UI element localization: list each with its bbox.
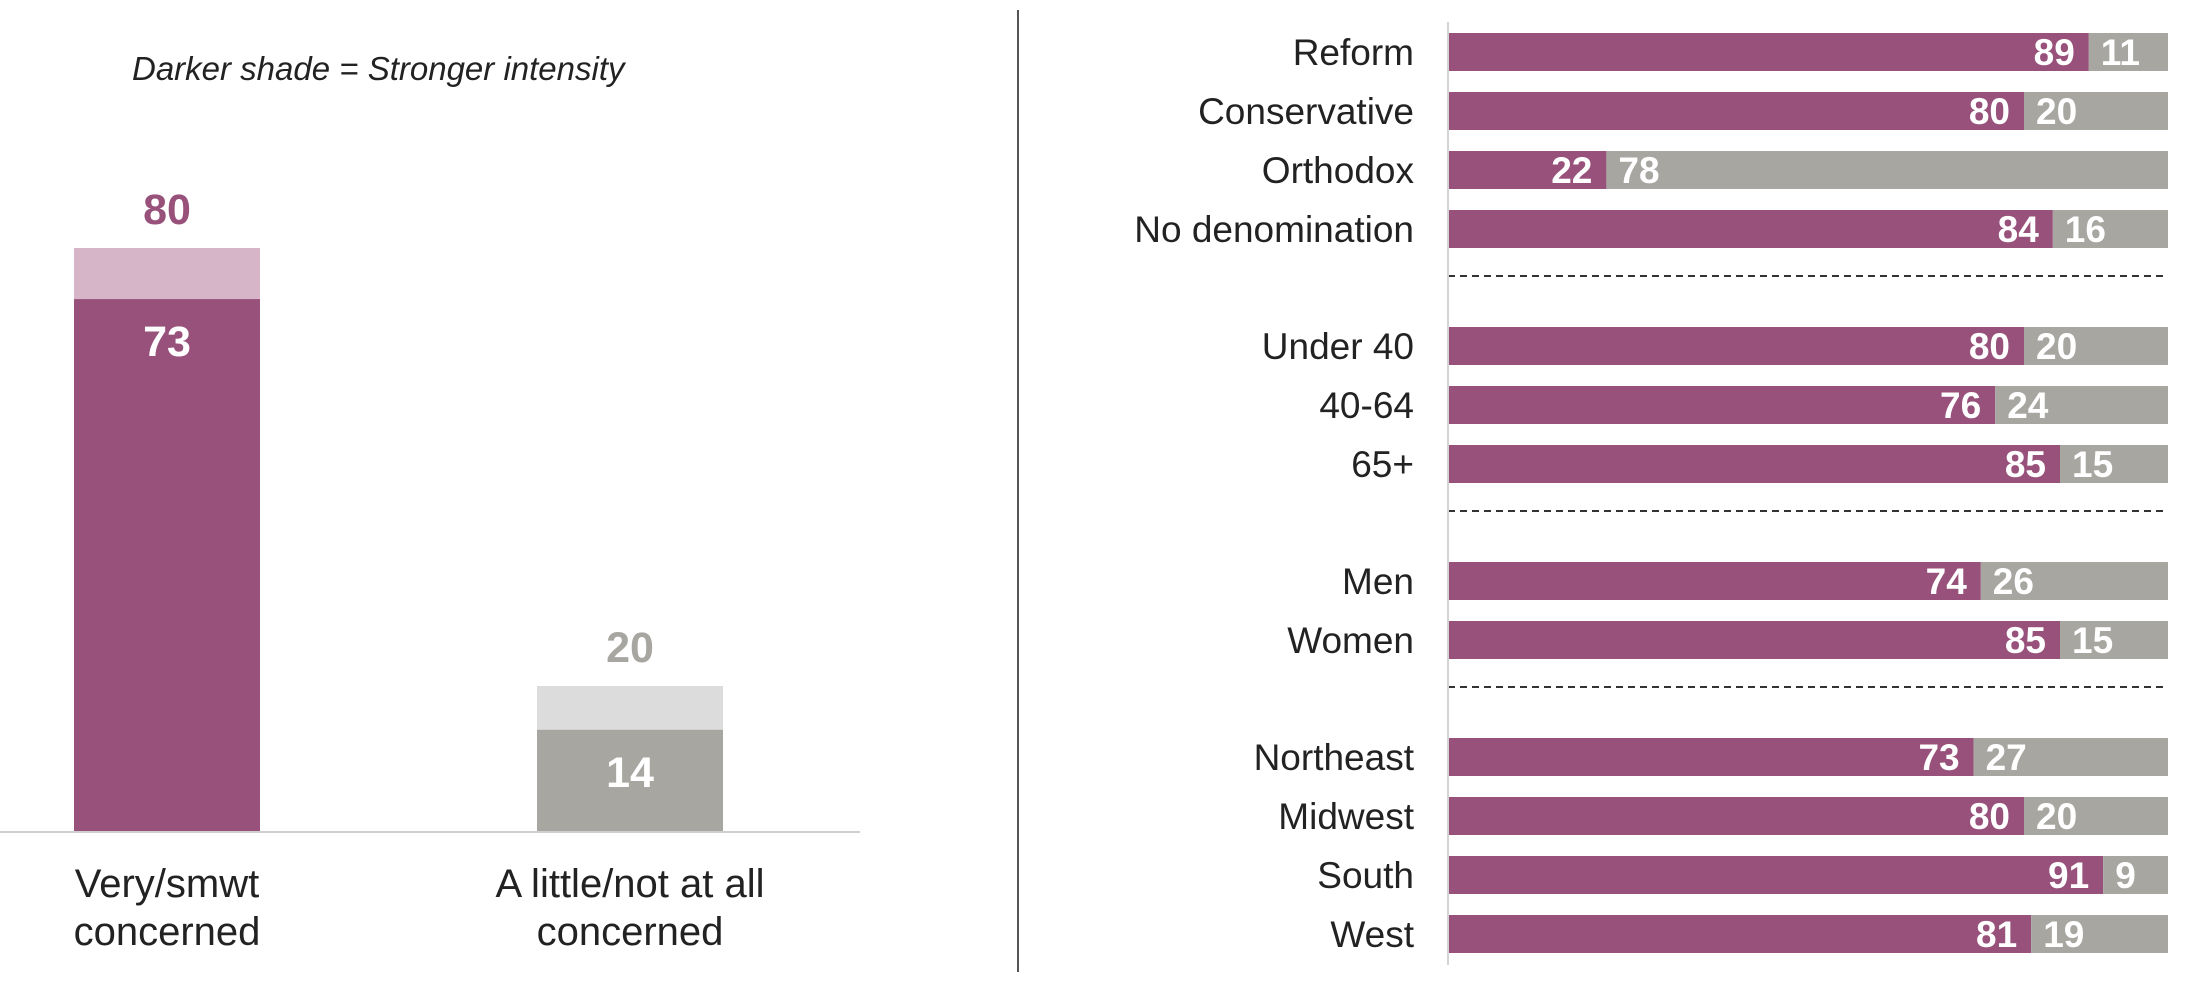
bar-segment-concerned <box>1448 797 2024 835</box>
row-label: Under 40 <box>1262 326 1414 367</box>
intensity-note: Darker shade = Stronger intensity <box>132 50 627 87</box>
bar-segment-concerned <box>1448 33 2089 71</box>
bar-segment-concerned <box>1448 856 2104 894</box>
bar-segment-not-concerned <box>2024 327 2168 365</box>
value-label-concerned: 80 <box>1969 91 2010 132</box>
bar-segment-concerned <box>1448 151 1607 189</box>
bar-segment-concerned <box>1448 210 2053 248</box>
bar-segment-concerned <box>1448 562 1981 600</box>
category-label-0: concerned <box>74 910 261 954</box>
value-label-not-concerned: 27 <box>1986 737 2027 778</box>
value-label-not-concerned: 20 <box>2036 91 2077 132</box>
value-label-not-concerned: 11 <box>2101 32 2140 73</box>
value-label-concerned: 85 <box>2005 620 2046 661</box>
value-label-concerned: 80 <box>1969 326 2010 367</box>
bar-segment-not-concerned <box>1980 562 2168 600</box>
value-label-not-concerned: 15 <box>2072 444 2113 485</box>
bar-segment-not-concerned <box>2052 210 2168 248</box>
value-label-concerned: 74 <box>1926 561 1968 602</box>
bar-segment-concerned <box>1448 738 1974 776</box>
row-label: West <box>1330 914 1414 955</box>
value-label-not-concerned: 24 <box>2007 385 2049 426</box>
bar-segment-concerned <box>1448 445 2060 483</box>
strong-label-0: 73 <box>143 318 191 366</box>
value-label-concerned: 91 <box>2048 855 2089 896</box>
strong-label-1: 14 <box>606 749 654 797</box>
bar-segment-concerned <box>1448 386 1996 424</box>
value-label-concerned: 84 <box>1998 209 2040 250</box>
bar-segment-not-concerned <box>2060 445 2168 483</box>
row-label: 40-64 <box>1319 385 1414 426</box>
value-label-not-concerned: 78 <box>1618 150 1659 191</box>
category-label-1: A little/not at all <box>495 862 764 906</box>
value-label-concerned: 85 <box>2005 444 2046 485</box>
bar-strong-0 <box>74 299 260 833</box>
value-label-not-concerned: 19 <box>2043 914 2084 955</box>
value-label-concerned: 76 <box>1940 385 1981 426</box>
total-label-1: 20 <box>606 624 654 672</box>
bar-segment-not-concerned <box>2103 856 2168 894</box>
bar-strong-1 <box>537 729 723 832</box>
value-label-not-concerned: 16 <box>2065 209 2106 250</box>
value-label-concerned: 73 <box>1918 737 1959 778</box>
left-bar-chart: Darker shade = Stronger intensity 80 73 Ver… <box>0 50 860 954</box>
value-label-not-concerned: 15 <box>2072 620 2113 661</box>
value-label-not-concerned: 20 <box>2036 326 2077 367</box>
value-label-not-concerned: 20 <box>2036 796 2077 837</box>
bar-segment-not-concerned <box>1606 151 2168 189</box>
right-stacked-bar-chart: Reform 89 11 Conservative 80 20 Orthodox 22 78 No… <box>1134 22 2168 965</box>
bar-segment-concerned <box>1448 327 2024 365</box>
row-label: Reform <box>1293 32 1414 73</box>
bar-segment-not-concerned <box>1995 386 2168 424</box>
bar-segment-not-concerned <box>2024 797 2168 835</box>
row-label: No denomination <box>1134 209 1414 250</box>
value-label-concerned: 22 <box>1551 150 1592 191</box>
bar-segment-concerned <box>1448 92 2024 130</box>
value-label-concerned: 81 <box>1976 914 2017 955</box>
row-label: Conservative <box>1198 91 1414 132</box>
row-label: Women <box>1287 620 1414 661</box>
row-label: Men <box>1342 561 1414 602</box>
bar-segment-concerned <box>1448 915 2032 953</box>
bar-segment-concerned <box>1448 621 2060 659</box>
row-label: Midwest <box>1278 796 1414 837</box>
bar-segment-not-concerned <box>2088 33 2168 71</box>
category-label-0: Very/smwt <box>75 862 259 906</box>
value-label-not-concerned: 26 <box>1993 561 2034 602</box>
bar-segment-not-concerned <box>2031 915 2168 953</box>
value-label-concerned: 80 <box>1969 796 2010 837</box>
value-label-not-concerned: 9 <box>2115 855 2136 896</box>
total-label-0: 80 <box>143 186 191 234</box>
bar-segment-not-concerned <box>1973 738 2168 776</box>
row-label: Orthodox <box>1262 150 1415 191</box>
row-label: 65+ <box>1351 444 1414 485</box>
row-label: Northeast <box>1254 737 1415 778</box>
bar-segment-not-concerned <box>2024 92 2168 130</box>
value-label-concerned: 89 <box>2034 32 2075 73</box>
bar-segment-not-concerned <box>2060 621 2168 659</box>
row-label: South <box>1317 855 1414 896</box>
category-label-1: concerned <box>537 910 724 954</box>
